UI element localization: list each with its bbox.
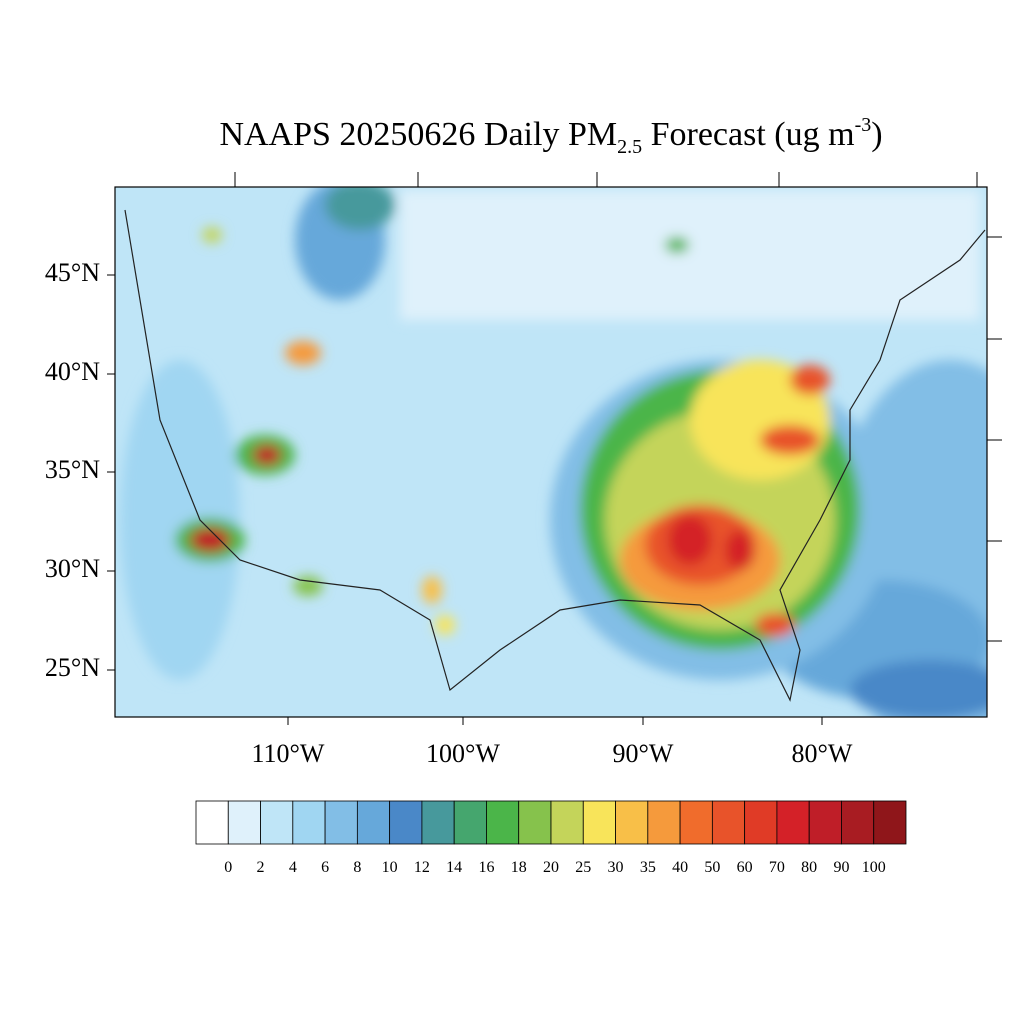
- colorbar-label: 60: [737, 859, 753, 876]
- lon-label: 100°W: [426, 739, 500, 768]
- colorbar: 0 2 4 6 8 10 12 14 16 18 20 25 30 35 40 50 60 70 80 90 100: [195, 800, 907, 876]
- colorbar-label: 90: [833, 859, 849, 876]
- colorbar-label: 35: [640, 859, 656, 876]
- colorbar-label: 50: [704, 859, 720, 876]
- lat-label: 25°N: [45, 653, 100, 682]
- lon-label: 80°W: [792, 739, 853, 768]
- lat-label: 30°N: [45, 554, 100, 583]
- lat-label: 45°N: [45, 258, 100, 287]
- colorbar-box: [227, 800, 261, 845]
- map-frame: [114, 186, 988, 718]
- map-field: [115, 187, 987, 717]
- colorbar-box: [744, 800, 778, 845]
- colorbar-label: 80: [801, 859, 817, 876]
- colorbar-box: [389, 800, 423, 845]
- colorbar-box: [679, 800, 713, 845]
- colorbar-label: 6: [321, 859, 329, 876]
- axis-ticks: [107, 172, 1002, 725]
- colorbar-label: 2: [257, 859, 265, 876]
- colorbar-box: [356, 800, 391, 845]
- colorbar-box: [808, 800, 842, 845]
- title-main: NAAPS 20250626 Daily PM: [219, 116, 617, 153]
- colorbar-box: [711, 800, 746, 845]
- colorbar-box: [518, 800, 552, 845]
- colorbar-label: 12: [414, 859, 430, 876]
- colorbar-label: 70: [769, 859, 785, 876]
- colorbar-box: [550, 800, 584, 845]
- colorbar-box: [647, 800, 681, 845]
- title-end: ): [871, 116, 882, 153]
- lon-label: 90°W: [613, 739, 674, 768]
- colorbar-box: [421, 800, 455, 845]
- colorbar-label: 16: [478, 859, 494, 876]
- colorbar-box: [195, 800, 229, 845]
- title: NAAPS 20250626 Daily PM2.5 Forecast (ug …: [219, 114, 882, 158]
- colorbar-box: [453, 800, 487, 845]
- lat-label: 35°N: [45, 455, 100, 484]
- colorbar-label: 10: [382, 859, 398, 876]
- axis-labels: 45°N 40°N 35°N 30°N 25°N 110°W 100°W 90°W 80°W: [45, 258, 853, 768]
- colorbar-box: [582, 800, 616, 845]
- colorbar-box: [292, 800, 326, 845]
- colorbar-label: 18: [511, 859, 527, 876]
- lat-label: 40°N: [45, 357, 100, 386]
- colorbar-label: 100: [862, 859, 886, 876]
- colorbar-box: [324, 800, 358, 845]
- colorbar-label: 8: [353, 859, 361, 876]
- colorbar-label: 0: [224, 859, 232, 876]
- colorbar-box: [841, 800, 875, 845]
- colorbar-label: 30: [608, 859, 624, 876]
- colorbar-label: 4: [289, 859, 297, 876]
- lon-label: 110°W: [252, 739, 325, 768]
- colorbar-label: 14: [446, 859, 462, 876]
- colorbar-label: 20: [543, 859, 559, 876]
- title-sup: -3: [855, 114, 872, 136]
- colorbar-box: [260, 800, 294, 845]
- colorbar-box: [615, 800, 649, 845]
- colorbar-label: 25: [575, 859, 591, 876]
- colorbar-label: 40: [672, 859, 688, 876]
- title-sub: 2.5: [617, 136, 642, 158]
- title-rest: Forecast (ug m: [642, 116, 854, 153]
- colorbar-box: [486, 800, 520, 845]
- colorbar-box: [776, 800, 810, 845]
- colorbar-box: [873, 800, 907, 845]
